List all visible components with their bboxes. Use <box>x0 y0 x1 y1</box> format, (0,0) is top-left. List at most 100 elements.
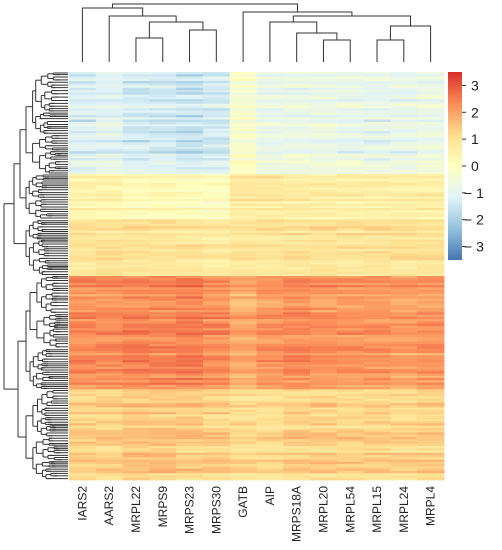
heatmap-cell <box>229 226 257 229</box>
heatmap-cell <box>229 155 257 159</box>
heatmap-cell <box>310 128 338 132</box>
heatmap-cell <box>283 305 311 309</box>
heatmap-cell <box>417 140 445 143</box>
heatmap-cell <box>283 128 311 132</box>
heatmap-cell <box>149 475 177 479</box>
heatmap-cell <box>95 248 123 252</box>
heatmap-cell <box>122 128 150 132</box>
heatmap-cell <box>229 396 257 399</box>
heatmap-cell <box>95 389 123 392</box>
heatmap-cell <box>363 264 391 268</box>
heatmap-cell <box>122 409 150 413</box>
heatmap-cell <box>69 448 97 451</box>
heatmap-cell <box>283 96 311 100</box>
heatmap-cell <box>95 108 123 111</box>
heatmap-cell <box>95 298 123 302</box>
heatmap-cell <box>149 108 177 111</box>
heatmap-cell <box>310 85 338 89</box>
heatmap-cell <box>202 384 231 388</box>
heatmap-cell <box>69 314 97 318</box>
heatmap-cell <box>283 176 311 179</box>
heatmap-cell <box>95 416 123 420</box>
heatmap-cell <box>176 124 204 127</box>
heatmap-cell <box>417 92 445 96</box>
heatmap-cell <box>229 384 257 388</box>
heatmap-cell <box>95 353 123 356</box>
heatmap-cell <box>336 226 365 229</box>
heatmap-cell <box>417 418 445 422</box>
heatmap-cell <box>310 112 338 116</box>
heatmap-cell <box>95 337 123 340</box>
heatmap-cell <box>310 321 338 324</box>
dendrogram-branch <box>242 11 353 62</box>
heatmap-cell <box>363 373 391 377</box>
heatmap-cell <box>122 357 150 361</box>
heatmap-cell <box>69 400 97 404</box>
heatmap-cell <box>390 110 418 114</box>
heatmap-cell <box>176 255 204 259</box>
heatmap-cell <box>336 402 365 406</box>
heatmap-cell <box>363 83 391 86</box>
heatmap-cell <box>69 305 97 309</box>
heatmap-cell <box>363 334 391 338</box>
heatmap-cell <box>122 246 150 250</box>
heatmap-cell <box>69 402 97 406</box>
heatmap-cell <box>310 282 338 286</box>
heatmap-cell <box>122 310 150 313</box>
heatmap-cell <box>417 380 445 383</box>
heatmap-cell <box>417 208 445 211</box>
heatmap-cell <box>336 355 365 358</box>
heatmap-cell <box>283 126 311 130</box>
heatmap-cell <box>122 282 150 286</box>
heatmap-cell <box>122 237 150 241</box>
heatmap-cell <box>256 260 284 263</box>
heatmap-cell <box>95 169 123 173</box>
dendrogram-branch <box>389 25 432 62</box>
heatmap-cell <box>310 255 338 259</box>
heatmap-cell <box>336 121 365 125</box>
heatmap-cell <box>363 124 391 127</box>
heatmap-cell <box>256 470 284 474</box>
heatmap-cell <box>363 402 391 406</box>
heatmap-cell <box>390 74 418 77</box>
heatmap-cell <box>69 76 97 80</box>
heatmap-cell <box>310 189 338 193</box>
heatmap-cell <box>176 101 204 105</box>
heatmap-cell <box>122 99 150 102</box>
heatmap-cell <box>202 219 231 222</box>
heatmap-cell <box>69 203 97 207</box>
heatmap-cell <box>176 96 204 100</box>
heatmap-cell <box>363 398 391 402</box>
heatmap-cell <box>417 126 445 130</box>
heatmap-cell <box>149 312 177 315</box>
heatmap-cell <box>202 140 231 143</box>
heatmap-cell <box>390 151 418 154</box>
heatmap-cell <box>95 373 123 377</box>
heatmap-cell <box>202 393 231 397</box>
heatmap-cell <box>256 255 284 259</box>
heatmap-cell <box>417 221 445 225</box>
heatmap-cell <box>69 312 97 315</box>
heatmap-cell <box>95 473 123 476</box>
heatmap-cell <box>417 189 445 193</box>
heatmap-cell <box>363 384 391 388</box>
heatmap-cell <box>176 366 204 370</box>
heatmap-cell <box>256 475 284 479</box>
heatmap-cell <box>69 436 97 440</box>
heatmap-cell <box>176 407 204 411</box>
heatmap-cell <box>256 242 284 245</box>
heatmap-cell <box>363 198 391 202</box>
heatmap-cell <box>390 452 418 456</box>
heatmap-cell <box>229 368 257 372</box>
heatmap-cell <box>363 76 391 80</box>
heatmap-cell <box>256 323 284 327</box>
heatmap-cell <box>256 121 284 125</box>
heatmap-cell <box>69 171 97 175</box>
heatmap-cell <box>256 339 284 343</box>
heatmap-cell <box>202 269 231 272</box>
heatmap-cell <box>417 135 445 139</box>
heatmap-cell <box>363 296 391 300</box>
heatmap-cell <box>202 339 231 343</box>
heatmap-cell <box>122 382 150 386</box>
heatmap-cell <box>336 357 365 361</box>
